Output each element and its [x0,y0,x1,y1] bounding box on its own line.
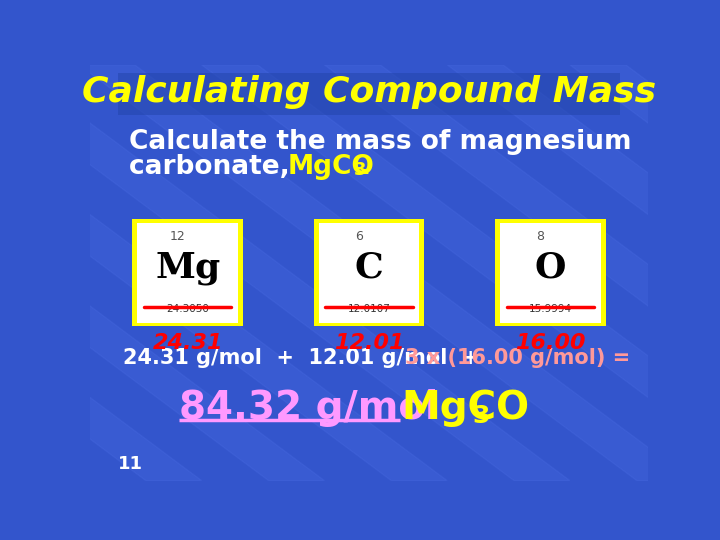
Bar [314,219,424,326]
Polygon shape [0,65,570,481]
Polygon shape [570,65,720,481]
Text: 24.31: 24.31 [153,333,223,353]
Bar [118,73,620,114]
Polygon shape [324,65,720,481]
Polygon shape [0,65,447,481]
Bar [138,223,238,322]
Text: MgCO: MgCO [288,154,375,180]
Text: 12.01: 12.01 [334,333,404,353]
Text: O: O [535,251,566,285]
Bar [500,223,600,322]
Text: 3: 3 [473,404,490,428]
Text: carbonate,: carbonate, [129,154,299,180]
Text: 11: 11 [118,455,143,473]
Text: C: C [355,251,383,285]
Text: 8: 8 [536,230,544,244]
Text: 15.9994: 15.9994 [528,303,572,314]
Text: 6: 6 [355,230,363,244]
Text: 24.31 g/mol  +  12.01 g/mol  +: 24.31 g/mol + 12.01 g/mol + [124,348,495,368]
Text: 3: 3 [354,161,366,179]
Text: .: . [361,154,371,180]
Text: Calculating Compound Mass: Calculating Compound Mass [82,75,656,109]
Text: 16.00: 16.00 [515,333,585,353]
Text: Calculate the mass of magnesium: Calculate the mass of magnesium [129,129,631,155]
Polygon shape [693,65,720,481]
Text: MgCO: MgCO [401,389,529,427]
Polygon shape [447,65,720,481]
Text: 24.3050: 24.3050 [166,303,209,314]
Text: 12: 12 [170,230,186,244]
Polygon shape [0,65,202,481]
Polygon shape [78,65,693,481]
Text: 3 x (16.00 g/mol) =: 3 x (16.00 g/mol) = [405,348,631,368]
Polygon shape [202,65,720,481]
Bar [319,223,419,322]
Text: 84.32 g/mol: 84.32 g/mol [179,389,452,427]
Bar [132,219,243,326]
Bar [495,219,606,326]
Polygon shape [0,65,324,481]
Text: 12.0107: 12.0107 [348,303,390,314]
Polygon shape [0,65,78,481]
Text: Mg: Mg [155,251,220,285]
